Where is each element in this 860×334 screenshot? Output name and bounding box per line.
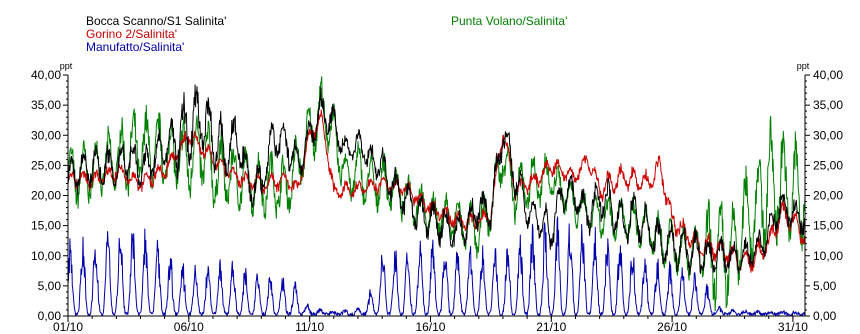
y-tick-label-right: 5,00 (813, 279, 837, 293)
x-tick-label: 01/10 (53, 320, 83, 334)
x-tick-label: 21/10 (536, 320, 566, 334)
x-tick-label: 31/10 (778, 320, 808, 334)
x-tick-label: 06/10 (174, 320, 204, 334)
y-tick-label-left: 40,00 (31, 68, 61, 82)
y-tick-label-left: 15,00 (31, 219, 61, 233)
y-tick-label-right: 40,00 (813, 68, 843, 82)
series-line-1 (68, 110, 805, 272)
y-tick-label-right: 10,00 (813, 249, 843, 263)
y-tick-label-right: 15,00 (813, 219, 843, 233)
y-unit-label-right: ppt (797, 61, 810, 71)
y-unit-label-left: ppt (60, 61, 73, 71)
series-line-0 (68, 85, 805, 275)
y-tick-label-right: 25,00 (813, 158, 843, 172)
y-tick-label-left: 5,00 (38, 279, 62, 293)
y-tick-label-left: 35,00 (31, 98, 61, 112)
x-tick-label: 16/10 (415, 320, 445, 334)
y-tick-label-left: 10,00 (31, 249, 61, 263)
y-tick-label-right: 0,00 (813, 309, 837, 323)
x-tick-label: 26/10 (657, 320, 687, 334)
y-tick-label-left: 25,00 (31, 158, 61, 172)
y-tick-label-right: 35,00 (813, 98, 843, 112)
y-tick-label-right: 30,00 (813, 128, 843, 142)
y-tick-label-left: 30,00 (31, 128, 61, 142)
y-tick-label-left: 20,00 (31, 189, 61, 203)
x-tick-label: 11/10 (295, 320, 324, 334)
y-tick-label-right: 20,00 (813, 189, 843, 203)
